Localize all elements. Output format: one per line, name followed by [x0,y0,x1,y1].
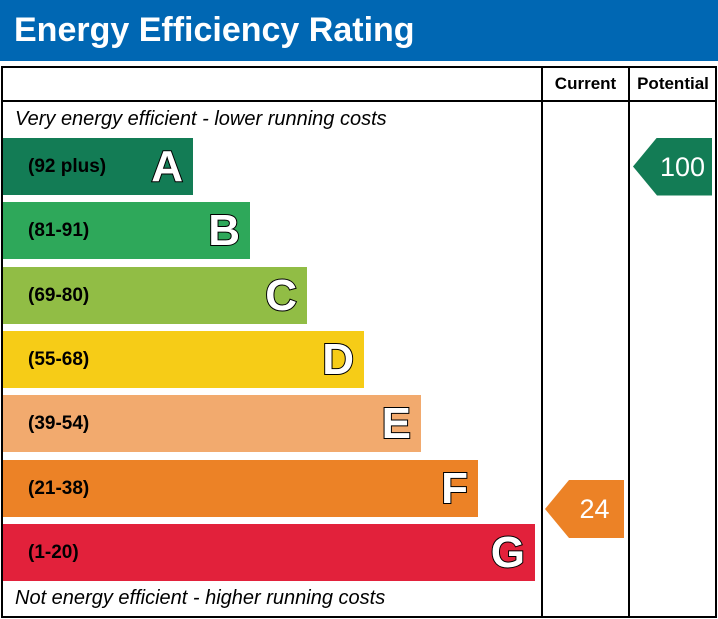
rating-band-c: (69-80) C [3,266,307,324]
current-rating-value: 24 [579,494,610,524]
band-range-label: (39-54) [28,413,90,435]
band-letter: G [490,527,526,578]
potential-column-header: Potential [637,74,709,93]
rating-band-b: (81-91) B [3,202,250,260]
rating-band-e: (39-54) E [3,395,421,453]
rating-band-d: (55-68) D [3,330,364,388]
header-row-divider [1,100,717,102]
band-range-label: (81-91) [28,220,90,242]
rating-band-g: (1-20) G [3,523,535,581]
band-range-label: (55-68) [28,348,90,370]
band-letter: F [440,463,469,514]
band-letter: B [207,205,241,256]
page-title: Energy Efficiency Rating [0,0,718,61]
band-letter: A [150,141,184,192]
potential-rating-arrow: 100 [633,137,712,196]
band-range-label: (21-38) [28,477,90,499]
potential-column-divider [628,66,630,618]
band-letter: C [264,270,298,321]
band-letter: D [321,334,355,385]
band-range-label: (92 plus) [28,156,107,177]
band-range-label: (1-20) [28,541,79,563]
rating-band-a: (92 plus) A [3,138,193,195]
inefficient-caption: Not energy efficient - higher running co… [15,587,386,609]
current-column-divider [541,66,543,618]
potential-rating-value: 100 [659,151,706,182]
rating-table [1,66,717,618]
efficient-caption: Very energy efficient - lower running co… [15,108,387,130]
band-letter: E [381,398,412,449]
rating-band-f: (21-38) F [3,459,478,517]
band-range-label: (69-80) [28,284,90,306]
current-column-header: Current [554,74,617,93]
